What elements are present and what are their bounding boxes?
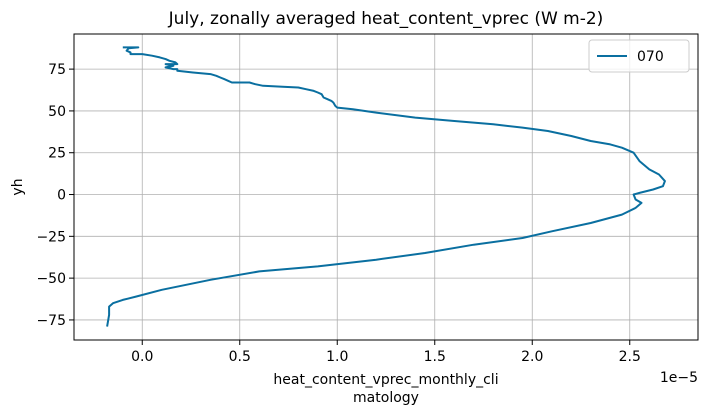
x-axis-label-line-2: matology xyxy=(353,390,419,406)
x-axis: 0.0 0.5 1.0 1.5 2.0 2.5 xyxy=(131,340,641,365)
y-tick-label: 25 xyxy=(48,146,66,162)
y-tick-label: 50 xyxy=(48,104,66,120)
y-tick-label: 0 xyxy=(57,188,66,204)
legend: 070 xyxy=(588,39,690,73)
x-offset-text: 1e−5 xyxy=(660,370,698,386)
grid xyxy=(74,34,698,340)
y-axis-label: yh xyxy=(10,178,26,195)
legend-box xyxy=(588,39,690,73)
x-tick-label: 0.0 xyxy=(131,349,153,365)
x-tick-label: 2.5 xyxy=(619,349,641,365)
y-tick-label: 75 xyxy=(48,62,66,78)
x-tick-label: 1.0 xyxy=(326,349,348,365)
chart-title: July, zonally averaged heat_content_vpre… xyxy=(168,9,604,29)
x-axis-label-line-1: heat_content_vprec_monthly_cli xyxy=(273,372,498,388)
series-group xyxy=(106,46,666,327)
y-axis: −75 −50 −25 0 25 50 75 xyxy=(36,62,74,329)
y-tick-label: −25 xyxy=(36,229,66,245)
x-tick-label: 0.5 xyxy=(229,349,251,365)
legend-label: 070 xyxy=(637,49,664,65)
y-tick-label: −50 xyxy=(36,271,66,287)
plot-frame xyxy=(73,33,699,341)
x-tick-label: 1.5 xyxy=(424,349,446,365)
series-line-070 xyxy=(106,46,666,327)
x-tick-label: 2.0 xyxy=(521,349,543,365)
y-tick-label: −75 xyxy=(36,313,66,329)
